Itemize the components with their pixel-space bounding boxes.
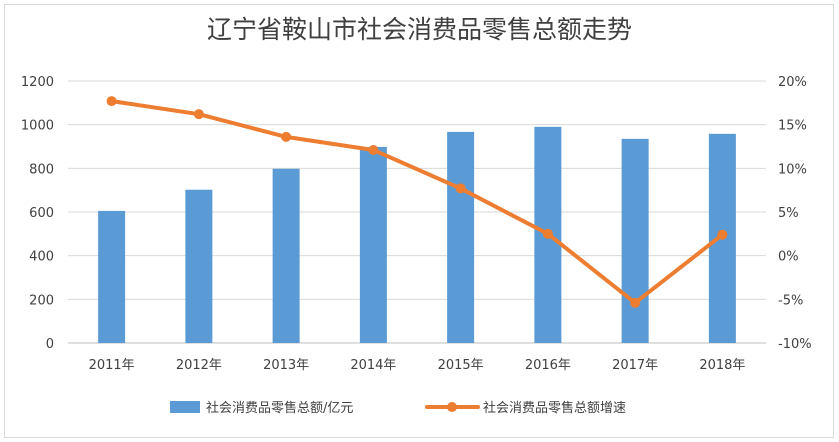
- line-point: [281, 131, 292, 142]
- axes: 0 -10% 200 -5% 400 0% 600 5% 800 10% 1000 15% 1200 20…: [21, 75, 812, 373]
- legend-swatch-bar: [170, 401, 200, 413]
- line-point: [193, 109, 204, 120]
- y-right-tick-label: 10%: [778, 162, 807, 177]
- series-line: [109, 99, 725, 305]
- bar: [359, 146, 387, 343]
- legend-marker-line: [447, 402, 457, 412]
- y-right-tick-label: 20%: [778, 75, 807, 90]
- y-left-tick-label: 1000: [21, 119, 54, 134]
- line-point: [455, 183, 466, 194]
- y-right-tick-label: -5%: [778, 293, 803, 308]
- chart-frame: [4, 4, 834, 438]
- legend-label-line: 社会消费品零售总额增速: [483, 400, 626, 416]
- legend: 社会消费品零售总额/亿元 社会消费品零售总额增速: [170, 400, 626, 416]
- y-right-tick-label: 15%: [778, 119, 807, 134]
- bar: [447, 131, 475, 343]
- y-left-tick-label: 0: [46, 337, 54, 352]
- y-right-tick-label: 0%: [778, 250, 799, 265]
- gridlines: [68, 80, 766, 344]
- bar: [185, 189, 213, 343]
- x-tick-label: 2011年: [89, 358, 135, 373]
- chart-title: 辽宁省鞍山市社会消费品零售总额走势: [206, 15, 632, 44]
- x-tick-label: 2012年: [176, 358, 222, 373]
- line-point: [630, 297, 641, 308]
- bar: [272, 168, 300, 343]
- line-point: [542, 228, 553, 239]
- y-left-tick-label: 600: [29, 206, 54, 221]
- x-tick-label: 2016年: [525, 358, 571, 373]
- x-tick-label: 2017年: [612, 358, 658, 373]
- y-left-tick-label: 1200: [21, 75, 54, 90]
- y-left-tick-label: 400: [29, 250, 54, 265]
- legend-label-bar: 社会消费品零售总额/亿元: [206, 400, 353, 416]
- bar: [621, 138, 649, 343]
- y-left-tick-label: 200: [29, 293, 54, 308]
- bar-series: [98, 126, 736, 343]
- line-point: [368, 144, 379, 155]
- y-right-tick-label: 5%: [778, 206, 799, 221]
- x-tick-label: 2018年: [699, 358, 745, 373]
- bar: [98, 210, 126, 343]
- x-tick-label: 2014年: [350, 358, 396, 373]
- line-point: [106, 96, 117, 107]
- y-right-tick-label: -10%: [778, 337, 812, 352]
- line-point: [717, 229, 728, 240]
- line-series: [106, 96, 728, 308]
- y-left-tick-label: 800: [29, 162, 54, 177]
- x-tick-label: 2015年: [438, 358, 484, 373]
- x-tick-label: 2013年: [263, 358, 309, 373]
